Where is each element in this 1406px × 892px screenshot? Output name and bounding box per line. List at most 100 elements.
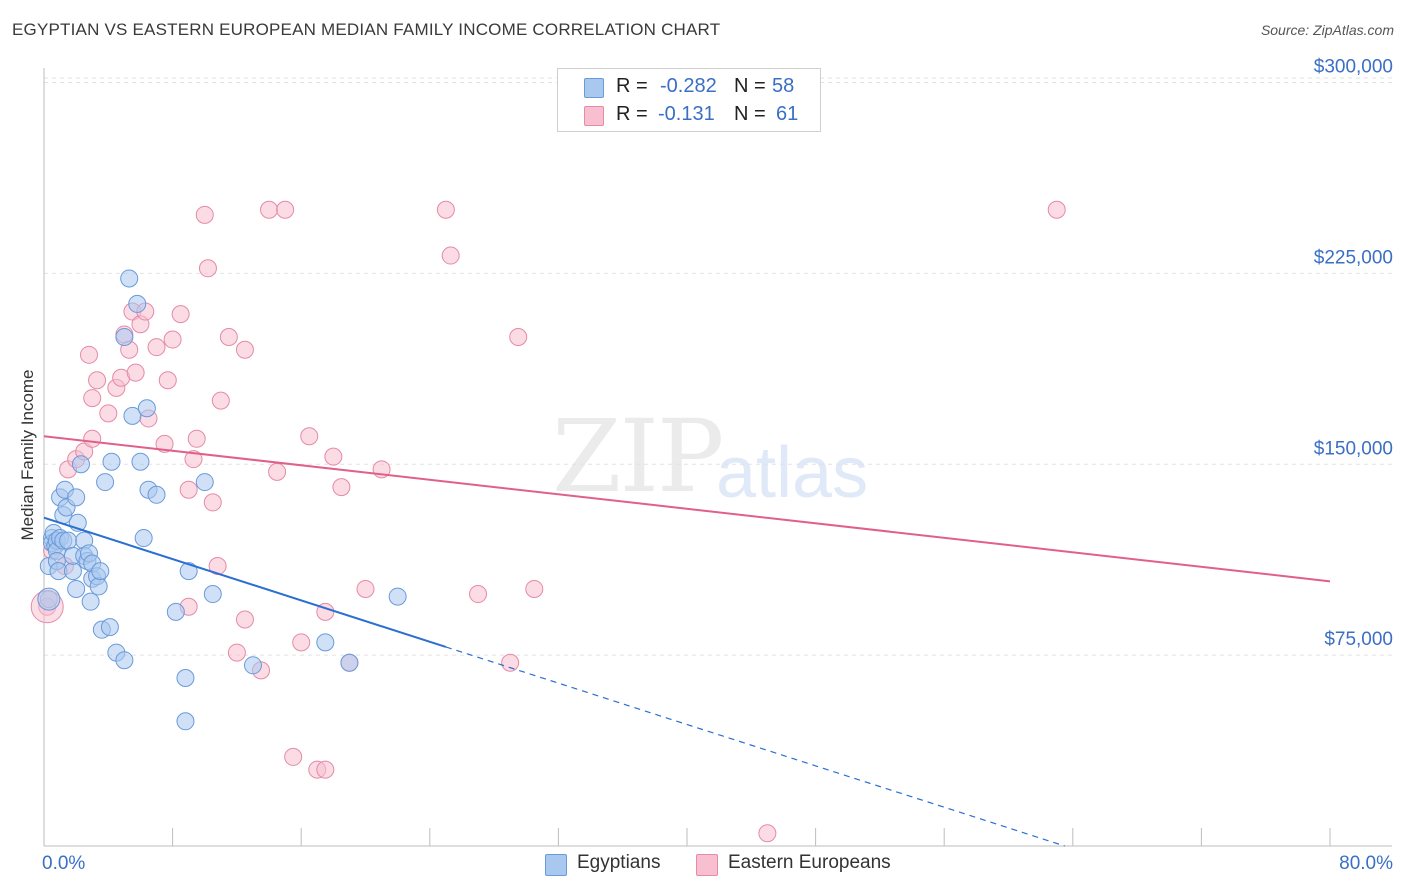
egyptian-point [166,602,185,621]
egyptian-point [179,562,198,581]
egyptian-point [63,562,82,581]
egyptian-point [96,473,115,492]
eastern-point [88,371,107,390]
eastern-point [292,633,311,652]
egyptian-point [102,452,121,471]
bottom-legend-label-eastern: Eastern Europeans [728,852,891,873]
eastern-point [758,824,777,843]
eastern-point [219,328,238,346]
eastern-point [436,200,455,219]
egyptian-point [120,269,139,288]
egyptian-point [131,452,150,471]
egyptian-point [340,653,359,672]
egyptian-point [176,669,195,688]
egyptian-point [316,633,335,652]
eastern-point [198,259,217,278]
egyptian-point [137,399,156,418]
legend-n-label: N = [734,103,766,125]
egyptian-point [67,488,86,507]
eastern-point [158,371,177,390]
eastern-point [260,200,279,219]
eastern-point [441,246,460,265]
eastern-point [203,493,222,512]
egyptian-point [115,328,134,346]
eastern-point [171,305,190,324]
egyptian-point [128,294,147,313]
legend-row-eastern: R = -0.131 N = 61 [558,101,820,129]
legend-swatch-egyptians [584,78,604,98]
egyptian-point [203,585,222,604]
egyptian-point [81,592,100,611]
eastern-point [284,747,303,766]
egyptian-point [91,562,110,581]
y-tick-label: $225,000 [1314,247,1393,268]
x-tick-label-left: 0.0% [42,853,85,874]
y-tick-label: $75,000 [1324,629,1393,650]
eastern-point [179,480,198,499]
eastern-point [83,389,102,408]
eastern-point [195,205,214,224]
egyptian-point [100,618,119,637]
egyptian-point [115,651,134,670]
eastern-point [300,427,319,446]
legend-r-value-egyptians: -0.282 [660,75,717,97]
egyptian-point [195,473,214,492]
egyptian-point-large [37,587,61,611]
legend-row-egyptians: R = -0.282 N = 58 [558,73,820,101]
eastern-point [83,429,102,448]
eastern-point [80,345,99,364]
legend-r-label: R = [616,75,648,97]
eastern-point [356,579,375,598]
eastern-point [268,462,287,481]
eastern-point [525,579,544,598]
bottom-legend-label-egyptians: Egyptians [577,852,661,873]
eastern-point [509,328,528,346]
eastern-point [227,643,246,662]
eastern-point [501,653,520,672]
y-tick-label: $300,000 [1314,57,1393,78]
legend-n-label: N = [734,75,766,97]
eastern-point [187,429,206,448]
eastern-point [147,338,166,357]
legend-n-value-egyptians: 58 [772,75,795,97]
egyptian-point [147,485,166,504]
egyptian-point [71,455,90,474]
eastern-point [332,478,351,497]
egyptians-trend-extension [445,646,1065,847]
eastern-point [469,585,488,604]
stats-legend: R = -0.282 N = 58 R = -0.131 N = 61 [557,68,821,132]
egyptian-point [123,406,142,425]
legend-r-value-eastern: -0.131 [658,103,715,125]
eastern-point [235,340,254,359]
egyptian-point [388,587,407,606]
egyptian-point [243,656,262,675]
egyptian-point [89,577,108,596]
eastern-point [1047,200,1066,219]
egyptian-point [176,712,195,731]
eastern-point [211,391,230,410]
eastern-point [155,434,174,453]
eastern-point [184,450,203,469]
legend-n-value-eastern: 61 [776,103,799,125]
legend-swatch-eastern [584,106,604,126]
eastern-point [276,200,295,219]
eastern-point [163,330,182,349]
legend-r-label: R = [616,103,648,125]
eastern-point [99,404,118,423]
watermark-atlas: atlas [716,433,869,513]
y-tick-label: $150,000 [1314,438,1393,459]
egyptian-point [59,531,78,550]
bottom-swatch-egyptians [545,854,567,876]
x-tick-label-right: 80.0% [1339,853,1393,874]
source-credit: Source: ZipAtlas.com [1260,22,1394,38]
eastern-point [324,447,343,466]
eastern-point [316,760,335,779]
watermark-zip: ZIP [552,398,724,515]
eastern-point [235,610,254,629]
eastern-trend-line [43,435,1331,583]
eastern-point [126,363,145,382]
egyptians-trend-line [43,516,447,648]
chart-title: EGYPTIAN VS EASTERN EUROPEAN MEDIAN FAMI… [12,20,721,39]
egyptian-point [134,529,153,548]
